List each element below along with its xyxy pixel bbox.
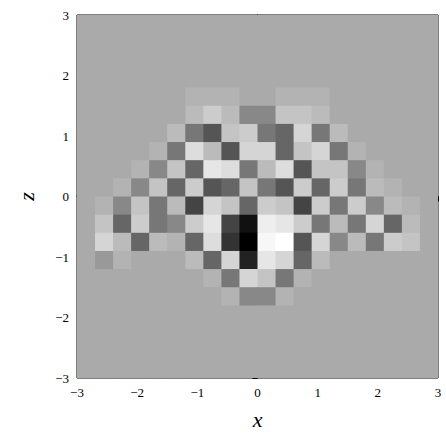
svg-text:3: 3 — [435, 385, 442, 400]
svg-text:−3: −3 — [55, 371, 69, 386]
svg-text:0: 0 — [63, 189, 70, 204]
svg-text:1: 1 — [314, 385, 321, 400]
svg-text:2: 2 — [375, 385, 382, 400]
svg-text:x: x — [252, 407, 263, 432]
svg-text:−2: −2 — [130, 385, 144, 400]
svg-text:3: 3 — [63, 8, 70, 23]
svg-text:1: 1 — [63, 129, 70, 144]
svg-text:0: 0 — [254, 385, 261, 400]
svg-text:−3: −3 — [70, 385, 84, 400]
svg-text:−1: −1 — [190, 385, 204, 400]
svg-text:z: z — [14, 192, 39, 202]
svg-text:−2: −2 — [55, 310, 69, 325]
svg-text:−1: −1 — [55, 250, 69, 265]
svg-text:2: 2 — [63, 68, 70, 83]
